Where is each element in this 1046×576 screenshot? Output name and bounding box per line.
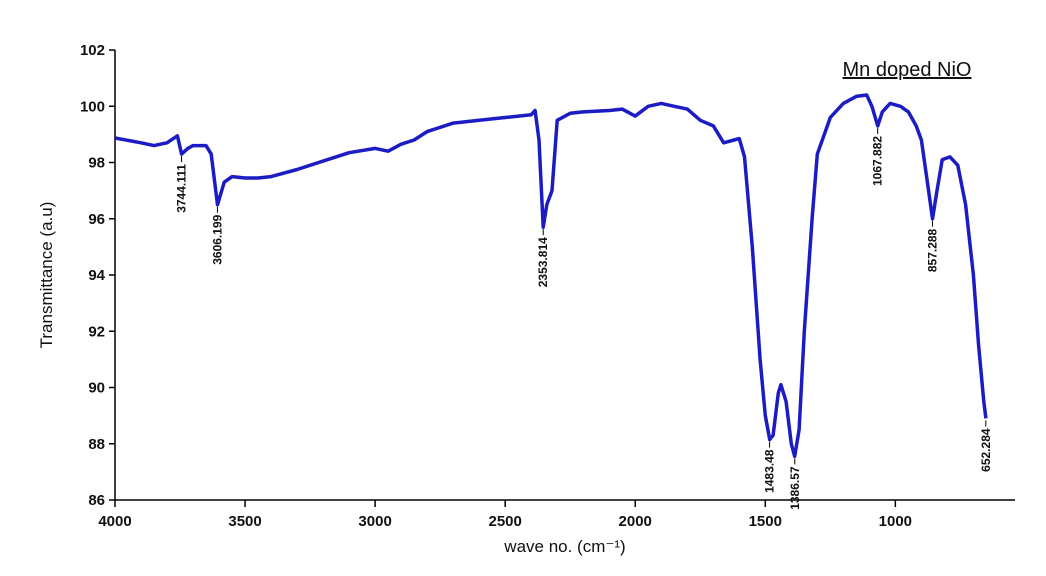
y-tick-label: 94 [88, 267, 105, 284]
y-tick-label: 92 [88, 323, 105, 340]
y-tick-label: 100 [80, 98, 105, 115]
spectrum-line [114, 93, 988, 459]
x-tick-label: 3500 [228, 513, 261, 530]
y-axis-label: Transmittance (a.u) [37, 202, 56, 349]
x-tick-label: 1000 [879, 513, 912, 530]
y-tick-label: 96 [88, 211, 105, 228]
x-tick-label: 2500 [488, 513, 521, 530]
y-tick-label: 90 [88, 380, 105, 397]
x-tick-label: 2000 [619, 513, 652, 530]
peak-label: 2353.814 [536, 237, 550, 287]
peak-label: 1386.57 [788, 466, 802, 510]
y-tick-label: 86 [88, 492, 105, 509]
y-tick-label: 102 [80, 42, 105, 59]
peak-label: 3744.111 [175, 164, 189, 213]
x-tick-label: 3000 [358, 513, 391, 530]
x-tick-label: 1500 [749, 513, 782, 530]
x-tick-label: 4000 [98, 513, 131, 530]
y-tick-label: 88 [88, 436, 105, 453]
peak-label: 1067.882 [871, 136, 885, 186]
chart-title: Mn doped NiO [843, 59, 972, 81]
x-axis-label: wave no. (cm⁻¹) [503, 537, 625, 556]
peak-label: 652.284 [979, 428, 993, 472]
y-tick-label: 98 [88, 155, 105, 172]
peak-label: 857.288 [925, 228, 939, 272]
peak-label: 1483.48 [763, 449, 777, 493]
peak-label: 3606.199 [210, 214, 224, 264]
